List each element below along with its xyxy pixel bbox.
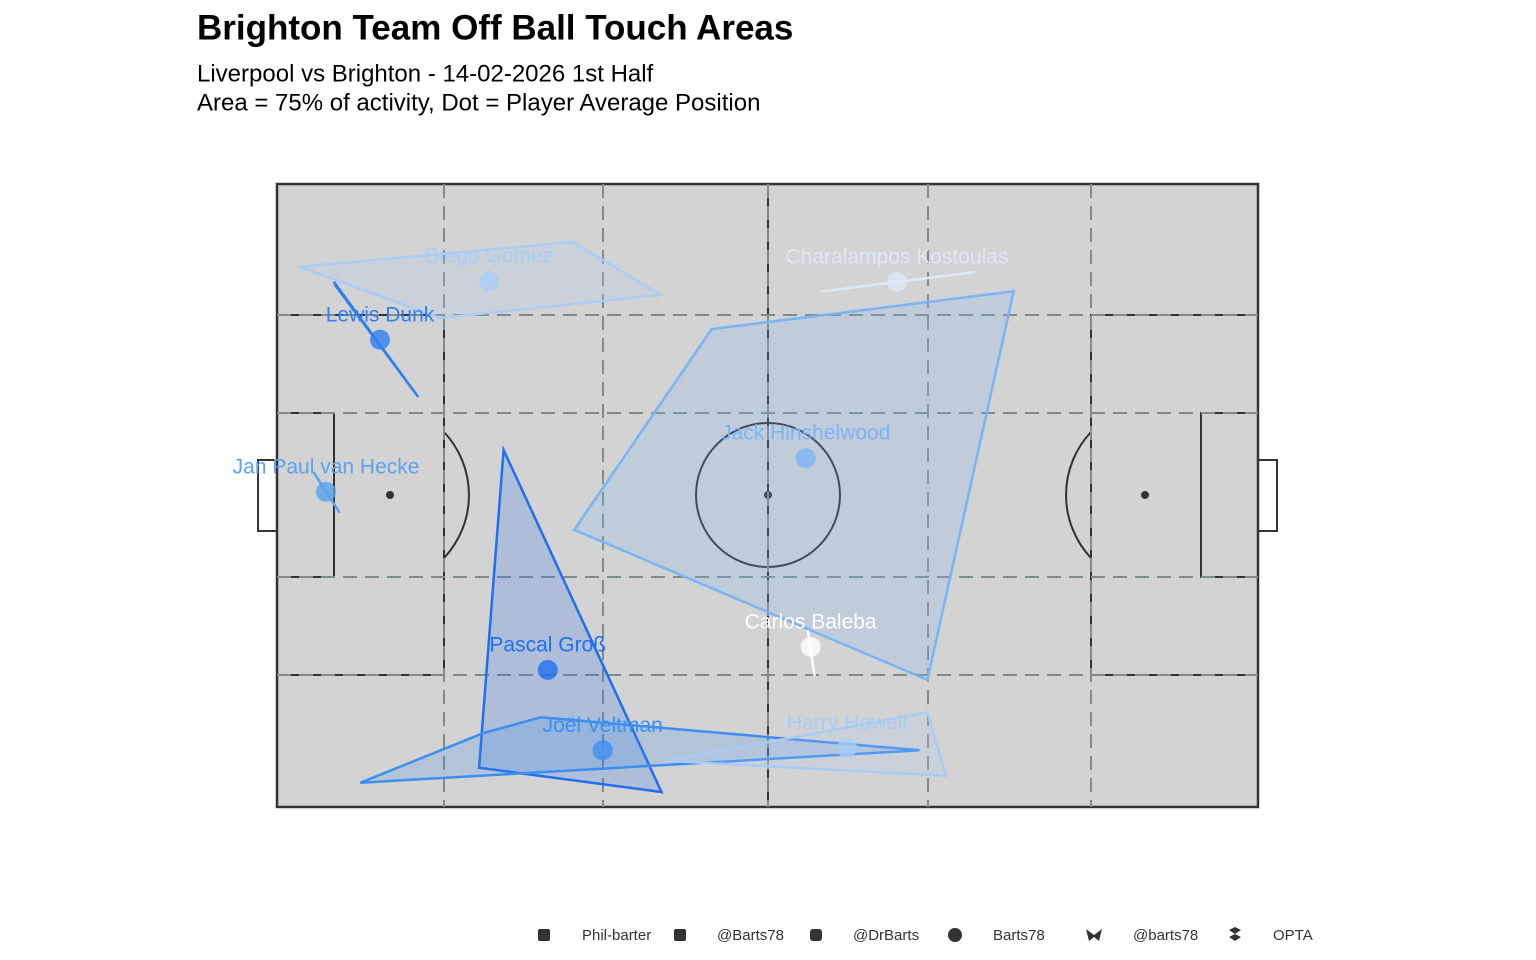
footer-text: @DrBarts xyxy=(853,927,919,944)
player-label: Diego Gómez xyxy=(425,245,553,268)
footer-text: Phil-barter xyxy=(582,927,651,944)
average-position xyxy=(478,271,499,292)
footer-text: OPTA xyxy=(1273,927,1313,944)
touch-area xyxy=(667,710,948,778)
player-label: Joël Veltman xyxy=(543,714,663,737)
subtitle: Liverpool vs Brighton - 14-02-2026 1st H… xyxy=(197,60,654,87)
player-label: Jack Hinshelwood xyxy=(721,422,890,445)
player-label: Pascal Groß xyxy=(489,633,606,656)
icon xyxy=(1229,927,1241,941)
footer-text: @Barts78 xyxy=(717,927,784,944)
player-label: Jan Paul van Hecke xyxy=(233,455,420,478)
icon xyxy=(538,929,550,941)
touch-area xyxy=(572,289,1016,682)
player-label: Charalampos Kostoulas xyxy=(786,245,1009,268)
pitch xyxy=(257,182,1278,809)
player-label: Lewis Dunk xyxy=(326,303,435,326)
icon xyxy=(674,929,686,941)
average-position xyxy=(370,329,391,350)
icon xyxy=(810,929,822,941)
average-position xyxy=(537,659,558,680)
touch-area xyxy=(359,716,920,784)
average-position xyxy=(886,271,907,292)
player-label: Carlos Baleba xyxy=(745,610,877,633)
subtitle: Area = 75% of activity, Dot = Player Ave… xyxy=(197,89,760,116)
player-layer: Diego Gómez Charalampos Kostoulas Lewis Du… xyxy=(233,240,1016,794)
average-position xyxy=(800,636,821,657)
average-position xyxy=(836,737,857,758)
average-position xyxy=(592,740,613,761)
icon xyxy=(948,928,962,942)
player-label: Harry Howell xyxy=(787,711,907,734)
average-position xyxy=(795,448,816,469)
footer-text: Barts78 xyxy=(993,927,1045,944)
footer-text: @barts78 xyxy=(1133,927,1198,944)
chart-title: Brighton Team Off Ball Touch Areas xyxy=(197,8,793,47)
icon xyxy=(1086,929,1102,941)
average-position xyxy=(316,481,337,502)
footer: Phil-barter @Barts78 @DrBarts Barts78 @barts… xyxy=(538,927,1313,944)
touch-area xyxy=(477,445,664,794)
